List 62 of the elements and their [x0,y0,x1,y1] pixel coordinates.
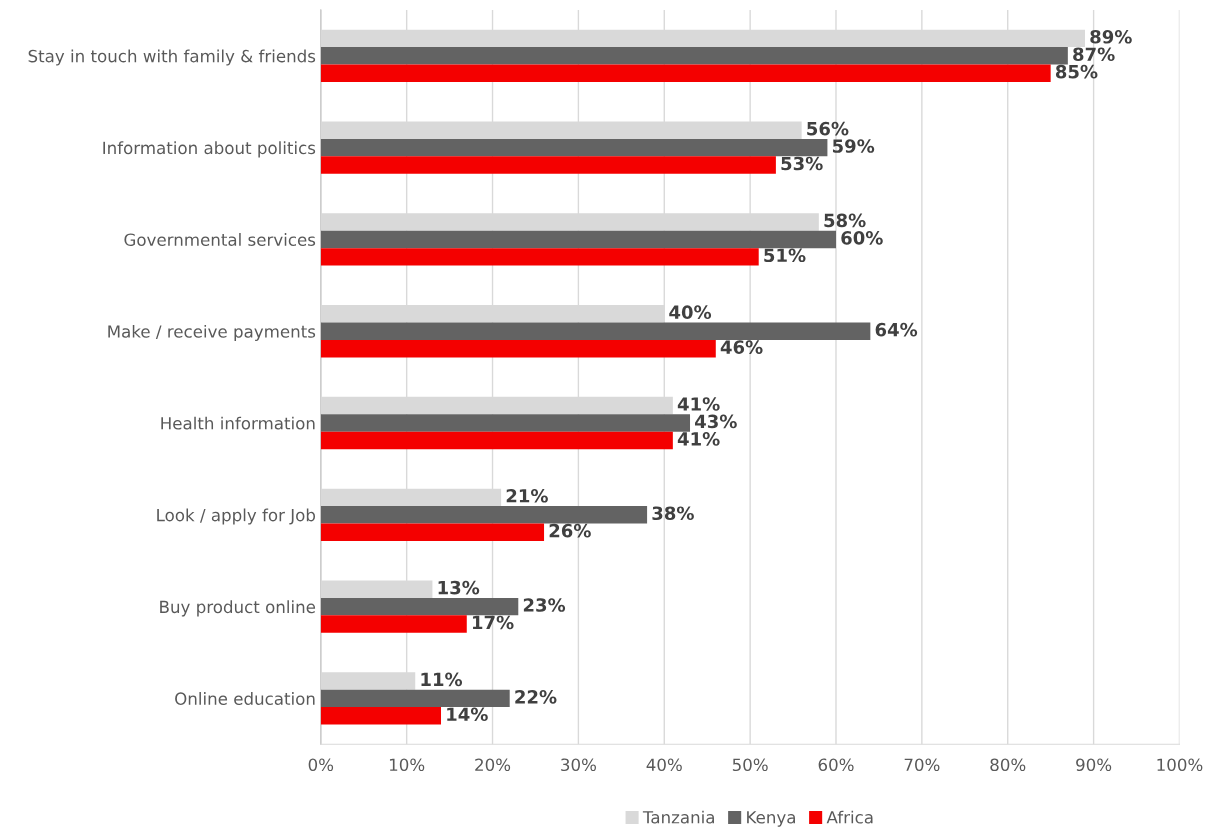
bar [320,248,759,266]
bar [320,615,467,633]
x-tick-label: 100% [1157,758,1203,772]
y-tick-label: Online education [175,692,315,705]
data-label: 51% [764,248,806,263]
data-label: 17% [472,615,514,630]
legend-label: Africa [826,810,873,824]
bar [320,707,442,725]
data-label: 58% [824,213,866,228]
data-label: 87% [1073,47,1115,62]
y-tick-label: Make / receive payments [108,324,316,342]
y-tick-label: Governmental services [124,233,316,246]
x-tick-label: 40% [646,758,682,772]
bar [320,156,776,174]
x-tick-label: 20% [475,758,511,772]
x-tick-label: 10% [389,758,425,772]
bar [320,230,836,249]
data-label: 56% [807,121,849,136]
bar [320,339,716,358]
data-label: 11% [421,672,463,687]
legend-label: Kenya [747,811,795,827]
bar [320,64,1051,82]
x-tick-label: 50% [732,758,768,772]
y-tick-label: Buy product online [160,600,316,617]
data-label: 85% [1055,64,1098,79]
data-label: 14% [447,707,488,722]
x-tick-label: 80% [990,758,1026,772]
data-label: 53% [781,156,823,171]
data-label: 22% [515,689,557,704]
y-tick-label: Information about politics [103,141,316,158]
data-label: 41% [677,432,720,446]
y-tick-label: Health information [161,416,315,430]
bar [320,523,545,541]
bar [320,597,519,616]
data-label: 40% [669,305,712,320]
x-tick-label: 60% [818,758,854,772]
bar [320,138,828,157]
data-label: 46% [720,340,763,354]
y-tick-label: Stay in touch with family & friends [28,49,316,66]
data-label: 89% [1090,29,1132,44]
x-tick-label: 70% [904,758,940,772]
x-tick-label: 0% [308,758,334,772]
bar [320,431,673,450]
data-label: 21% [506,488,548,503]
data-label: 59% [832,139,875,153]
data-label: 23% [523,598,566,612]
bar [320,322,871,340]
x-tick-label: 30% [561,758,596,772]
bar [320,689,510,708]
bar [320,506,648,524]
bar [320,47,1068,65]
data-label: 13% [438,580,480,595]
x-tick-label: 90% [1076,758,1112,772]
data-label: 60% [841,231,883,245]
y-tick-label: Look / apply for Job [157,508,316,525]
data-label: 41% [677,397,720,411]
legend-label: Tanzania [642,810,714,824]
data-label: 43% [695,414,737,429]
data-label: 64% [875,322,918,337]
bar [320,414,691,432]
data-label: 38% [652,506,694,521]
data-label: 26% [549,523,591,538]
